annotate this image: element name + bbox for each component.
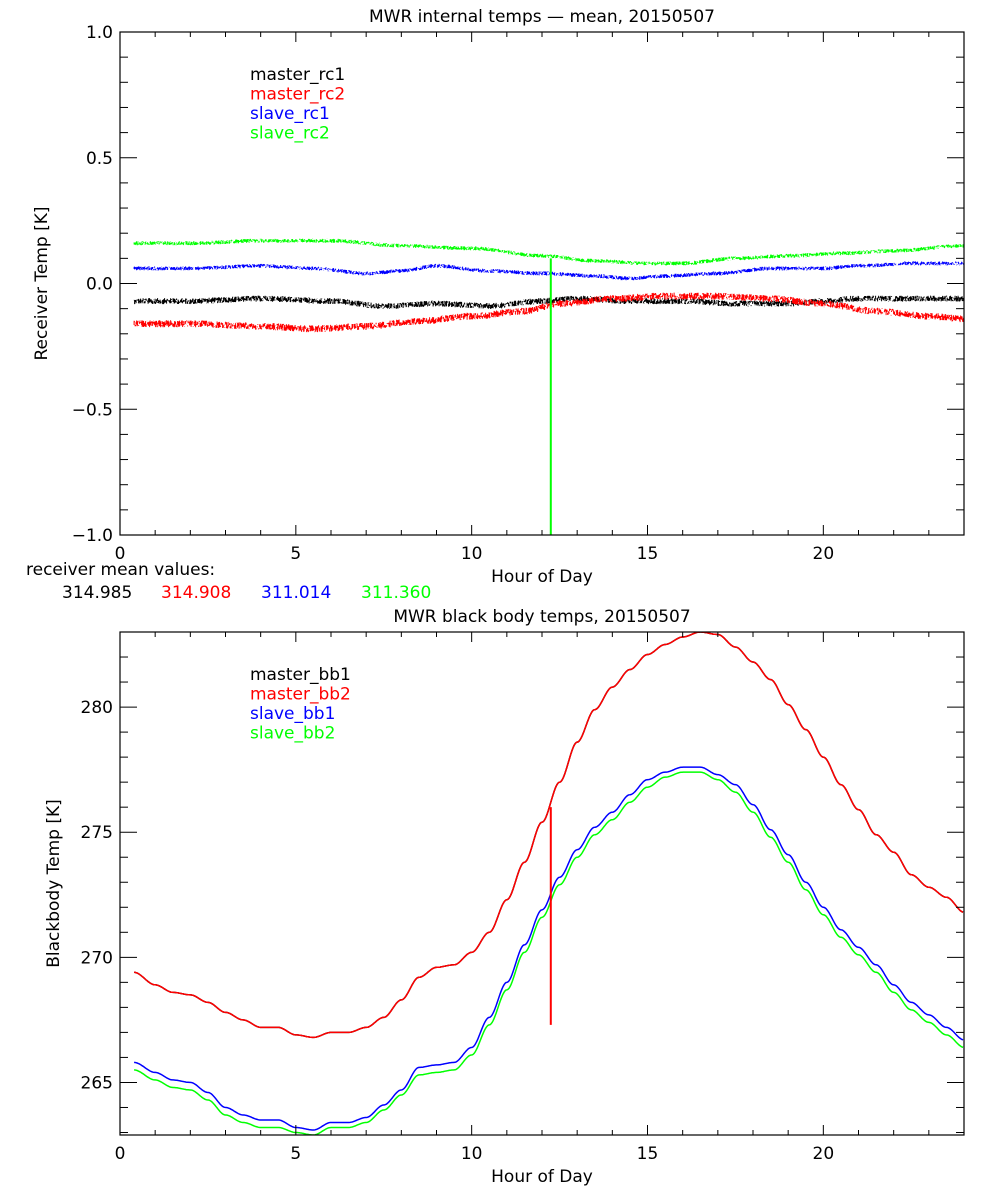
y-tick-label: −0.5 <box>72 400 113 420</box>
receiver-mean-value: 311.014 <box>261 583 331 603</box>
series-group <box>134 632 964 1135</box>
y-tick-label: 270 <box>81 948 113 968</box>
x-axis-label: Hour of Day <box>491 1167 593 1187</box>
y-tick-label: 280 <box>81 698 113 718</box>
legend-entry: master_rc2 <box>250 85 345 105</box>
x-tick-label: 15 <box>637 544 659 564</box>
chart-title: MWR black body temps, 20150507 <box>393 607 690 627</box>
legend-entry: master_rc1 <box>250 65 345 85</box>
receiver-temps-chart: MWR internal temps — mean, 20150507 0 5 10 1… <box>32 7 965 587</box>
x-axis-label: Hour of Day <box>491 567 593 587</box>
receiver-mean-value: 311.360 <box>361 583 431 603</box>
x-tick-label: 5 <box>290 1144 301 1164</box>
x-tick-label: 15 <box>637 1144 659 1164</box>
receiver-mean-label: receiver mean values: <box>26 560 215 580</box>
series-group <box>133 238 964 535</box>
blackbody-temps-chart: MWR black body temps, 20150507 0 5 10 15 20 26… <box>44 607 965 1187</box>
series-slave_bb1 <box>134 766 964 1131</box>
plot-frame <box>119 631 965 1136</box>
legend-entry: master_bb2 <box>250 685 351 705</box>
y-tick-label: 0.0 <box>86 275 113 295</box>
y-axis-label: Receiver Temp [K] <box>32 206 52 360</box>
y-tick-label: 265 <box>81 1073 113 1093</box>
chart-title: MWR internal temps — mean, 20150507 <box>369 7 715 27</box>
legend-entry: slave_bb2 <box>250 724 335 744</box>
plot-frame <box>119 31 965 536</box>
legend-entry: slave_rc1 <box>250 104 330 124</box>
legend-entry: master_bb1 <box>250 665 351 685</box>
series-master_bb2 <box>134 632 964 1039</box>
receiver-mean-values: receiver mean values: 314.985 314.908 31… <box>26 560 431 603</box>
receiver-mean-value: 314.908 <box>161 583 231 603</box>
x-tick-label: 10 <box>461 1144 483 1164</box>
y-tick-label: 0.5 <box>86 149 113 169</box>
x-tick-label: 10 <box>461 544 483 564</box>
series-slave_bb2 <box>134 771 964 1135</box>
x-tick-label: 0 <box>115 544 126 564</box>
y-tick-label: −1.0 <box>72 526 113 546</box>
x-tick-label: 20 <box>813 1144 835 1164</box>
x-tick-label: 5 <box>290 544 301 564</box>
y-tick-label: 1.0 <box>86 23 113 43</box>
y-tick-label: 275 <box>81 823 113 843</box>
legend-entry: slave_bb1 <box>250 704 335 724</box>
series-slave_rc1 <box>133 261 964 281</box>
series-slave_rc2 <box>133 238 964 266</box>
x-tick-label: 20 <box>813 544 835 564</box>
y-axis-label: Blackbody Temp [K] <box>44 799 64 968</box>
receiver-mean-value: 314.985 <box>62 583 132 603</box>
series-master_rc2 <box>133 292 964 333</box>
x-tick-label: 0 <box>115 1144 126 1164</box>
legend-entry: slave_rc2 <box>250 124 330 144</box>
